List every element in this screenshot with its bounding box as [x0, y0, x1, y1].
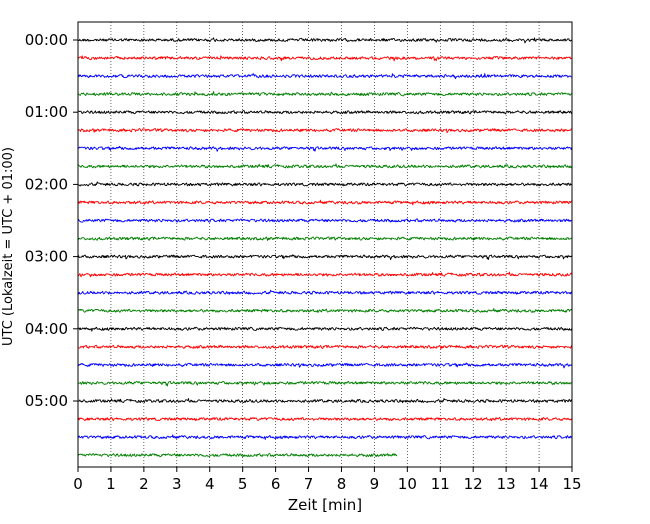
x-tick-label: 15 [562, 475, 581, 493]
seismic-trace-row [77, 128, 572, 133]
plot-frame [77, 21, 573, 468]
x-tick-label: 12 [464, 475, 483, 493]
seismic-trace-row [77, 181, 572, 187]
seismic-trace-row [77, 199, 573, 206]
seismic-trace-row [77, 308, 573, 313]
seismic-trace-row [77, 289, 573, 295]
seismic-trace-row [77, 145, 573, 152]
x-tick-label: 10 [398, 475, 417, 493]
seismic-trace-row [77, 362, 573, 369]
seismic-trace-row [77, 453, 398, 458]
seismic-trace-row [77, 326, 573, 332]
x-tick-label: 1 [106, 475, 116, 493]
y-axis-label: UTC (Lokalzeit = UTC + 01:00) [1, 147, 16, 346]
seismic-trace-row [77, 55, 572, 62]
seismic-trace-row [77, 417, 573, 422]
grid-layer [110, 22, 540, 467]
y-tick-label: 05:00 [25, 392, 68, 410]
x-tick-label: 11 [431, 475, 450, 493]
y-tick-label: 04:00 [25, 320, 68, 338]
x-tick-label: 7 [304, 475, 314, 493]
x-tick-label: 4 [205, 475, 215, 493]
x-axis-label: Zeit [min] [288, 496, 362, 514]
x-tick-label: 6 [271, 475, 281, 493]
seismic-trace-row [77, 37, 573, 44]
y-tick-label: 03:00 [25, 248, 68, 266]
x-tick-label: 9 [370, 475, 380, 493]
seismic-trace-row [77, 73, 573, 80]
seismic-trace-row [77, 110, 573, 115]
seismic-trace-row [77, 344, 573, 350]
seismic-trace-row [77, 398, 573, 404]
x-tick-label: 5 [238, 475, 248, 493]
seismic-trace-row [77, 163, 573, 169]
y-tick-label: 00:00 [25, 31, 68, 49]
seismic-trace-row [77, 218, 573, 223]
seismic-trace-row [77, 434, 573, 440]
seismic-trace-row [77, 380, 573, 387]
x-tick-label: 8 [337, 475, 347, 493]
x-tick-label: 13 [497, 475, 516, 493]
seismic-trace-row [77, 91, 572, 97]
seismic-trace-row [77, 236, 572, 241]
y-tick-layer: 00:00 01:00 02:00 03:00 04:00 05:00 [25, 31, 78, 410]
seismic-trace-row [77, 254, 573, 261]
x-tick-label: 2 [139, 475, 149, 493]
x-tick-layer: 0 1 2 3 4 5 6 7 8 9 10 11 12 13 14 15 [73, 467, 582, 493]
x-tick-label: 14 [530, 475, 549, 493]
x-tick-label: 0 [73, 475, 83, 493]
trace-layer [77, 37, 573, 458]
y-tick-label: 01:00 [25, 103, 68, 121]
seismic-trace-row [77, 271, 573, 278]
y-tick-label: 02:00 [25, 175, 68, 193]
x-tick-label: 3 [172, 475, 182, 493]
